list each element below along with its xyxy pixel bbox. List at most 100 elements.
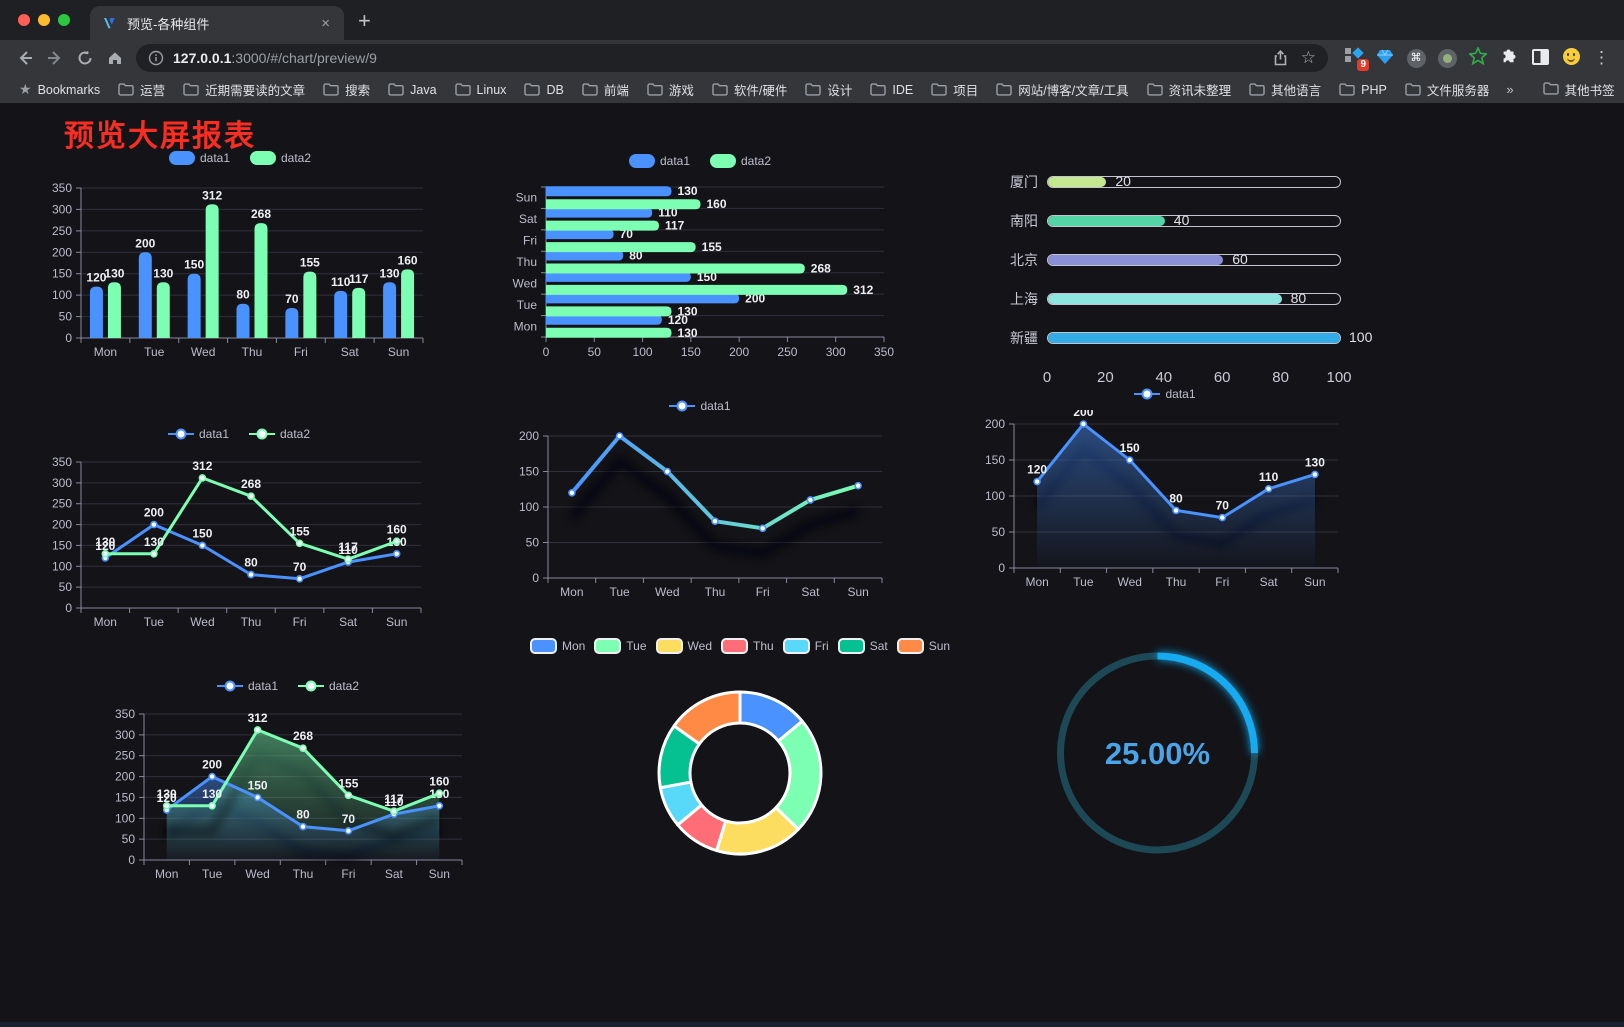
legend-item-data1[interactable]: data1 — [168, 151, 230, 165]
legend-item-Mon[interactable]: Mon — [529, 638, 585, 654]
legend-item-Wed[interactable]: Wed — [655, 638, 712, 654]
browser-tab[interactable]: 预览-各种组件 × — [90, 6, 344, 40]
legend-item-data2[interactable]: data2 — [249, 427, 310, 441]
svg-text:25.00%: 25.00% — [1105, 736, 1210, 771]
emoji-extension-icon[interactable] — [1561, 46, 1581, 70]
progress-row-南阳: 南阳 40 — [980, 201, 1390, 240]
maximize-window-button[interactable] — [58, 14, 70, 26]
new-tab-button[interactable]: + — [358, 8, 371, 33]
back-icon[interactable] — [10, 43, 40, 73]
reload-icon[interactable] — [70, 43, 100, 73]
home-icon[interactable] — [100, 43, 130, 73]
svg-text:150: 150 — [115, 790, 135, 804]
page-content: 预览大屏报表 data1 data2 0 50 100 150 200 250 300 350 Mo… — [0, 103, 1624, 1027]
legend-item-Tue[interactable]: Tue — [594, 638, 647, 654]
svg-text:Sat: Sat — [519, 212, 538, 226]
chart-canvas: 0 50 100 150 200 250 300 350 Mon Tue Wed Thu Fri Sat S… — [52, 181, 424, 359]
bookmark-folder-网站/博客/文章/工具[interactable]: 网站/博客/文章/工具 — [987, 77, 1137, 102]
chart-bar-horizontal[interactable]: data1 data2 0 50 100 150 200 250 300 350 Mon Tue Wed… — [500, 153, 900, 365]
bookmark-folder-游戏[interactable]: 游戏 — [638, 77, 703, 102]
legend-item-data2[interactable]: data2 — [710, 154, 771, 168]
puzzle-extension-icon[interactable] — [1499, 46, 1519, 70]
chart-area-single[interactable]: data1 0 50 100 150 200 Mon Tue Wed Thu Fri Sat Sun 12… — [978, 386, 1352, 598]
svg-text:312: 312 — [853, 283, 873, 297]
chart-progress[interactable]: 厦门 20 南阳 40 北京 60 上海 80 新疆 100 0 20 40 60 80 100 — [980, 156, 1390, 388]
legend-item-Fri[interactable]: Fri — [782, 638, 829, 654]
bookmark-folder-设计[interactable]: 设计 — [796, 77, 861, 102]
bookmark-folder-项目[interactable]: 项目 — [922, 77, 987, 102]
bookmark-folder-运营[interactable]: 运营 — [109, 77, 174, 102]
bookmark-folder-DB[interactable]: DB — [515, 80, 572, 100]
bookmark-item-bookmarks[interactable]: ★ Bookmarks — [19, 81, 101, 97]
bookmark-folder-软件/硬件[interactable]: 软件/硬件 — [703, 77, 796, 102]
progress-label: 南阳 — [1010, 212, 1038, 229]
progress-fill — [1048, 254, 1224, 265]
bookmark-folder-IDE[interactable]: IDE — [861, 80, 922, 100]
folder-icon — [323, 83, 339, 96]
svg-text:80: 80 — [1169, 491, 1183, 505]
green-star-extension-icon[interactable] — [1468, 46, 1488, 70]
svg-text:Tue: Tue — [202, 867, 223, 881]
legend-item-data1[interactable]: data1 — [1134, 387, 1196, 401]
legend-item-Sat[interactable]: Sat — [837, 638, 888, 654]
folder-icon — [1405, 83, 1421, 96]
chart-line-gradient[interactable]: data1 0 50 100 150 200 Mon Tue Wed Thu Fri Sat Sun — [500, 398, 900, 612]
chart-line-dual[interactable]: data1 data2 0 50 100 150 200 250 300 350 Mon Tue Wed… — [45, 426, 433, 638]
gem-extension-icon[interactable] — [1375, 47, 1395, 70]
legend-item-data1[interactable]: data1 — [628, 154, 690, 168]
address-bar[interactable]: 127.0.0.1:3000/#/chart/preview/9 ☆ — [136, 44, 1328, 72]
bookmark-folder-文件服务器[interactable]: 文件服务器 — [1396, 77, 1499, 102]
svg-text:150: 150 — [192, 526, 212, 540]
legend-item-Sun[interactable]: Sun — [896, 638, 950, 654]
tab-close-icon[interactable]: × — [321, 14, 330, 32]
bookmark-folder-近期需要读的文章[interactable]: 近期需要读的文章 — [174, 77, 314, 102]
svg-text:300: 300 — [52, 476, 72, 490]
minimize-window-button[interactable] — [38, 14, 50, 26]
grid-extension-icon[interactable]: 9 — [1344, 46, 1369, 71]
bookmark-star-icon[interactable]: ☆ — [1300, 48, 1316, 67]
site-info-icon[interactable] — [148, 50, 164, 66]
legend-item-data2[interactable]: data2 — [250, 151, 311, 165]
legend-item-data2[interactable]: data2 — [298, 679, 359, 693]
legend-item-data1[interactable]: data1 — [167, 427, 229, 441]
chart-gauge[interactable]: 25.00% — [1040, 633, 1275, 873]
chart-donut[interactable]: Mon Tue Wed Thu Fri Sat Sun — [529, 638, 950, 878]
share-icon[interactable] — [1272, 49, 1289, 67]
bookmark-folder-Java[interactable]: Java — [379, 80, 445, 100]
bookmark-folder-其他语言[interactable]: 其他语言 — [1240, 77, 1330, 102]
progress-label: 北京 — [1010, 251, 1038, 268]
chart-bar-grouped[interactable]: data1 data2 0 50 100 150 200 250 300 350 Mon Tue Wed… — [45, 150, 435, 364]
close-window-button[interactable] — [18, 14, 30, 26]
svg-text:200: 200 — [52, 245, 72, 259]
chart-area-dual[interactable]: data1 data2 0 50 100 150 200 250 300 350 Mon Tue Wed… — [100, 678, 476, 890]
svg-text:155: 155 — [338, 776, 358, 790]
bookmark-folder-搜索[interactable]: 搜索 — [314, 77, 379, 102]
other-bookmarks-folder[interactable]: 其他书签 — [1534, 77, 1624, 102]
legend-swatch — [721, 638, 748, 654]
folder-icon — [1249, 83, 1265, 96]
bookmark-folder-资讯未整理[interactable]: 资讯未整理 — [1138, 77, 1241, 102]
svg-text:150: 150 — [184, 258, 204, 272]
legend-swatch — [896, 638, 924, 654]
bookmark-star-filled-icon: ★ — [19, 81, 32, 97]
chart-legend: data1 data2 — [100, 678, 476, 694]
svg-text:Wed: Wed — [655, 585, 679, 599]
forward-icon[interactable] — [40, 43, 70, 73]
svg-text:268: 268 — [251, 207, 271, 221]
command-extension-icon[interactable]: ⌘ — [1406, 48, 1426, 69]
legend-item-data1[interactable]: data1 — [216, 679, 278, 693]
svg-text:150: 150 — [681, 345, 701, 359]
reading-mode-extension-icon[interactable] — [1530, 47, 1550, 70]
svg-text:Sat: Sat — [385, 867, 404, 881]
svg-text:250: 250 — [52, 497, 72, 511]
bookmark-folder-PHP[interactable]: PHP — [1330, 80, 1396, 100]
record-extension-icon[interactable] — [1437, 48, 1457, 68]
bookmarks-overflow-icon[interactable]: » — [1506, 82, 1514, 97]
legend-item-data1[interactable]: data1 — [669, 399, 731, 413]
bookmark-folder-前端[interactable]: 前端 — [573, 77, 638, 102]
bookmark-folder-Linux[interactable]: Linux — [446, 80, 516, 100]
legend-swatch — [168, 151, 195, 165]
chart-canvas — [657, 690, 823, 856]
menu-icon[interactable]: ⋮ — [1593, 48, 1610, 67]
legend-item-Thu[interactable]: Thu — [721, 638, 774, 654]
